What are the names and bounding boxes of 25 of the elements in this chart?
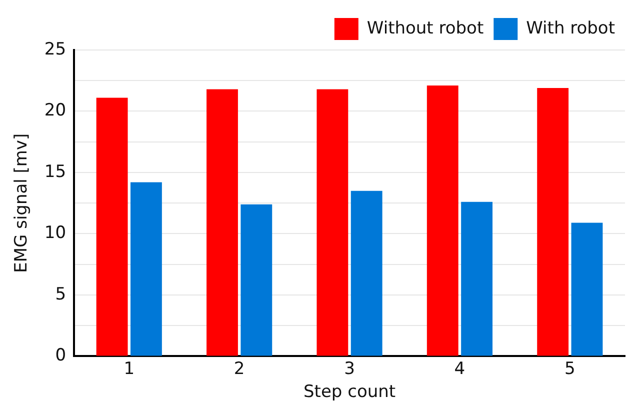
bar	[461, 202, 493, 356]
x-axis-title: Step count	[303, 382, 396, 402]
bar	[96, 98, 128, 356]
bar	[426, 86, 458, 356]
y-tick-label: 15	[44, 162, 66, 182]
x-tick-label: 4	[454, 358, 466, 379]
bar	[571, 222, 603, 356]
x-tick-label: 1	[124, 358, 135, 379]
legend-label: Without robot	[366, 18, 484, 38]
bar	[350, 190, 382, 356]
x-tick-label: 2	[234, 358, 245, 379]
bar	[537, 88, 569, 356]
bar	[316, 89, 348, 356]
y-tick-label: 5	[55, 284, 66, 304]
bar	[206, 89, 238, 356]
legend-label: With robot	[526, 18, 616, 38]
bar	[240, 204, 272, 356]
x-tick-label: 3	[344, 358, 355, 379]
x-tick-label: 5	[564, 358, 576, 379]
y-axis-title: EMG signal [mv]	[12, 133, 32, 273]
y-tick-label: 10	[44, 223, 66, 244]
bar	[130, 182, 162, 356]
y-tick-label: 20	[44, 100, 66, 121]
y-tick-label: 0	[55, 346, 66, 366]
y-tick-label: 25	[44, 39, 66, 60]
